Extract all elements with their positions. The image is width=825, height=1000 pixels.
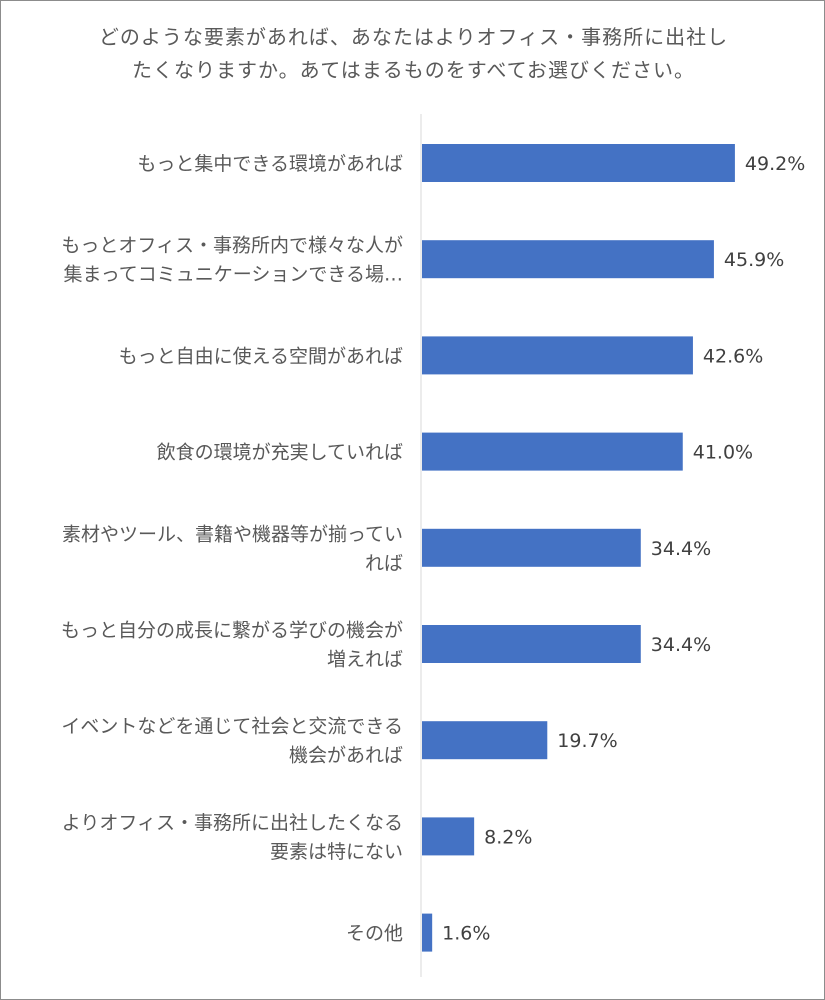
- category-label-8-line-1: よりオフィス・事務所に出社したくなる: [62, 812, 403, 834]
- bar-6: [422, 625, 641, 663]
- chart-title-line-1: どのような要素があれば、あなたはよりオフィス・事務所に出社し: [98, 25, 729, 49]
- bar-2: [422, 240, 714, 279]
- value-label-8: 8.2%: [484, 826, 532, 848]
- bar-8: [422, 817, 475, 856]
- category-label-8-line-2: 要素は特にない: [270, 841, 403, 863]
- category-label-9-line-1: その他: [346, 923, 403, 945]
- value-label-6: 34.4%: [651, 634, 711, 656]
- category-label-6-line-2: 増えれば: [327, 649, 403, 671]
- category-label-5-line-2: れば: [365, 552, 403, 574]
- value-label-2: 45.9%: [724, 249, 784, 271]
- value-label-3: 42.6%: [703, 345, 763, 367]
- value-label-1: 49.2%: [745, 153, 805, 175]
- chart-title: どのような要素があれば、あなたはよりオフィス・事務所に出社し たくなりますか。あ…: [41, 21, 786, 87]
- category-label-1-line-1: もっと集中できる環境があれば: [137, 153, 403, 175]
- bar-1: [422, 144, 735, 182]
- value-label-7: 19.7%: [557, 730, 617, 752]
- category-label-6-line-1: もっと自分の成長に繋がる学びの機会が: [61, 620, 403, 642]
- bar-5: [422, 528, 641, 567]
- value-label-5: 34.4%: [651, 538, 711, 560]
- category-label-7-line-2: 機会があれば: [289, 745, 403, 767]
- bar-3: [422, 336, 693, 375]
- bar-9: [422, 913, 433, 952]
- category-label-7-line-1: イベントなどを通じて社会と交流できる: [61, 716, 403, 738]
- category-label-3-line-1: もっと自由に使える空間があれば: [119, 345, 403, 367]
- category-label-2-line-1: もっとオフィス・事務所内で様々な人が: [61, 235, 403, 257]
- value-label-4: 41.0%: [693, 442, 753, 464]
- bar-7: [422, 721, 548, 760]
- chart-title-line-2: たくなりますか。あてはまるものをすべてお選びください。: [132, 58, 695, 82]
- category-label-5-line-1: 素材やツール、書籍や機器等が揃ってい: [62, 523, 403, 545]
- bar-4: [422, 432, 683, 471]
- category-label-4-line-1: 飲食の環境が充実していれば: [157, 442, 403, 464]
- category-label-2-line-2: 集まってコミュニケーションできる場…: [63, 264, 403, 286]
- value-label-9: 1.6%: [442, 923, 490, 945]
